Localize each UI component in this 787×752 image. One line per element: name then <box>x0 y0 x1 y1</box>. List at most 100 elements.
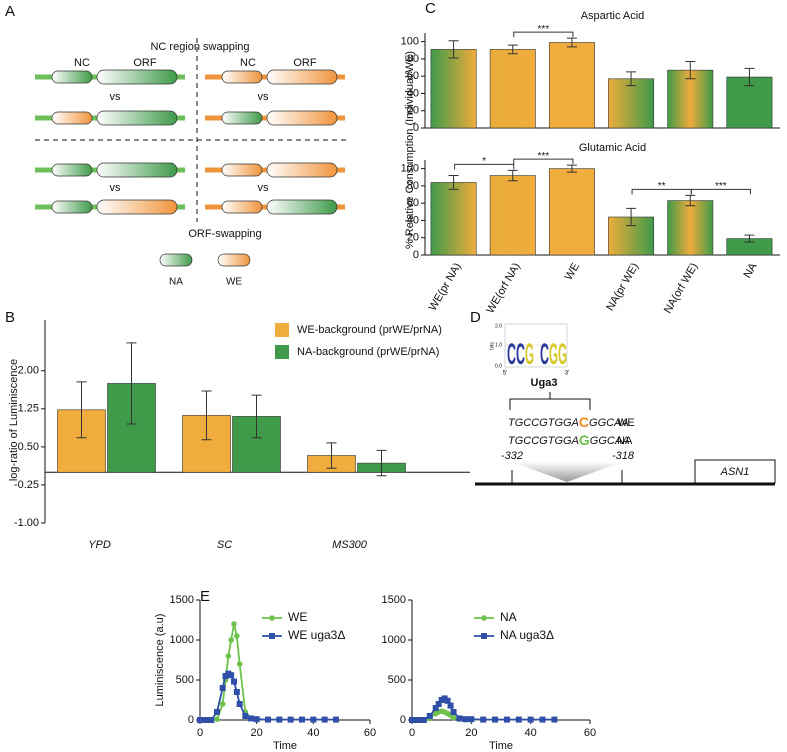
error-bar <box>744 234 755 243</box>
significance-bracket <box>454 163 515 170</box>
error-bar <box>507 169 518 182</box>
x-tick-label: 0 <box>409 727 415 739</box>
legend-marker <box>269 633 275 639</box>
error-bar <box>685 194 696 207</box>
seq-part: GGCAA <box>589 417 629 429</box>
significance-label: *** <box>715 181 727 192</box>
legend-label: NA <box>169 277 183 288</box>
y-tick-label: 80 <box>407 180 419 192</box>
orf-element <box>96 199 178 215</box>
bar <box>430 49 477 129</box>
marker <box>228 672 235 679</box>
x-tick-label: SC <box>217 539 232 551</box>
seq-part: TGCCGTGGA <box>508 417 579 429</box>
marker <box>527 716 534 723</box>
error-bar <box>744 67 755 87</box>
legend-label: NA-background (prWE/prNA) <box>297 346 439 358</box>
y-tick-label: 60 <box>407 70 419 82</box>
error-bar <box>566 164 577 173</box>
marker <box>462 716 469 723</box>
y-axis-label: Luminiscence (a.u) <box>154 614 166 707</box>
nc-element <box>221 111 263 125</box>
position: -318 <box>612 450 635 462</box>
marker <box>236 661 243 667</box>
marker <box>228 637 234 643</box>
x-tick-label: WE(pr NA) <box>427 261 464 313</box>
x-tick-label: NA <box>741 260 759 280</box>
y-tick-label: 0 <box>400 714 406 726</box>
error-bar <box>566 37 577 48</box>
legend-swatch <box>275 323 289 337</box>
error-bar <box>201 390 212 441</box>
error-bar <box>507 44 518 55</box>
x-tick-label: 60 <box>584 727 596 739</box>
gene-label: ASN1 <box>720 466 750 478</box>
marker <box>310 716 317 723</box>
bar <box>667 200 714 256</box>
legend-swatch <box>217 253 251 267</box>
marker <box>444 697 451 704</box>
marker <box>202 717 209 723</box>
y-tick-label: -0.25 <box>14 479 39 491</box>
gene-box <box>694 459 776 484</box>
marker <box>299 716 305 723</box>
marker <box>253 716 260 723</box>
bar <box>489 49 536 129</box>
x-tick-label: WE <box>563 261 582 282</box>
marker <box>480 716 487 723</box>
y-tick-label: -1.00 <box>14 517 39 529</box>
error-bar <box>326 442 337 469</box>
vs-label: vs <box>258 182 270 194</box>
orf-element <box>266 162 338 178</box>
x-tick-label: 40 <box>525 727 537 739</box>
bar <box>548 42 595 129</box>
x-tick-label: 60 <box>364 727 376 739</box>
part-label: ORF <box>133 57 157 69</box>
x-tick-label: MS300 <box>332 539 368 551</box>
marker <box>409 717 415 723</box>
x-tick-label: YPD <box>88 539 111 551</box>
vs-label: vs <box>110 182 122 194</box>
x-tick-label: NA(pr WE) <box>604 261 641 313</box>
marker <box>276 716 283 723</box>
logo-end: 5' <box>503 371 507 377</box>
bar <box>489 175 536 256</box>
marker <box>233 689 240 695</box>
sequence: TGCCGTGGAGGGCAA <box>508 432 630 448</box>
significance-bracket <box>513 158 574 165</box>
logo-unit: bits <box>489 342 495 350</box>
nc-element <box>51 70 93 84</box>
marker <box>234 633 240 639</box>
x-tick-label: 20 <box>251 727 263 739</box>
legend-label: NA <box>500 610 517 624</box>
error-bar <box>251 394 262 439</box>
nc-element <box>51 111 93 125</box>
y-tick-label: 40 <box>407 214 419 226</box>
seq-variant: C <box>579 414 589 430</box>
sequence: TGCCGTGGACGGCAA <box>508 414 629 430</box>
significance-label: * <box>482 156 486 167</box>
nc-element <box>221 200 263 214</box>
marker <box>435 701 442 707</box>
marker <box>551 716 558 723</box>
y-tick-label: 0 <box>413 249 419 261</box>
bracket <box>509 392 591 410</box>
marker <box>420 717 427 723</box>
marker <box>321 716 328 723</box>
strain: WE <box>617 417 635 429</box>
y-tick-label: 80 <box>407 53 419 65</box>
seq-part: GGCAA <box>590 435 630 447</box>
orf-element <box>96 110 178 126</box>
marker <box>197 717 203 723</box>
panel-label: B <box>5 309 15 326</box>
marker <box>214 709 220 715</box>
legend-label: NA uga3Δ <box>500 628 554 642</box>
marker <box>456 715 463 722</box>
logo-end: 3' <box>565 371 569 377</box>
legend-label: WE <box>288 610 307 624</box>
bar <box>430 182 477 256</box>
y-tick-label: 40 <box>407 87 419 99</box>
marker <box>219 701 226 707</box>
bar <box>548 168 595 256</box>
